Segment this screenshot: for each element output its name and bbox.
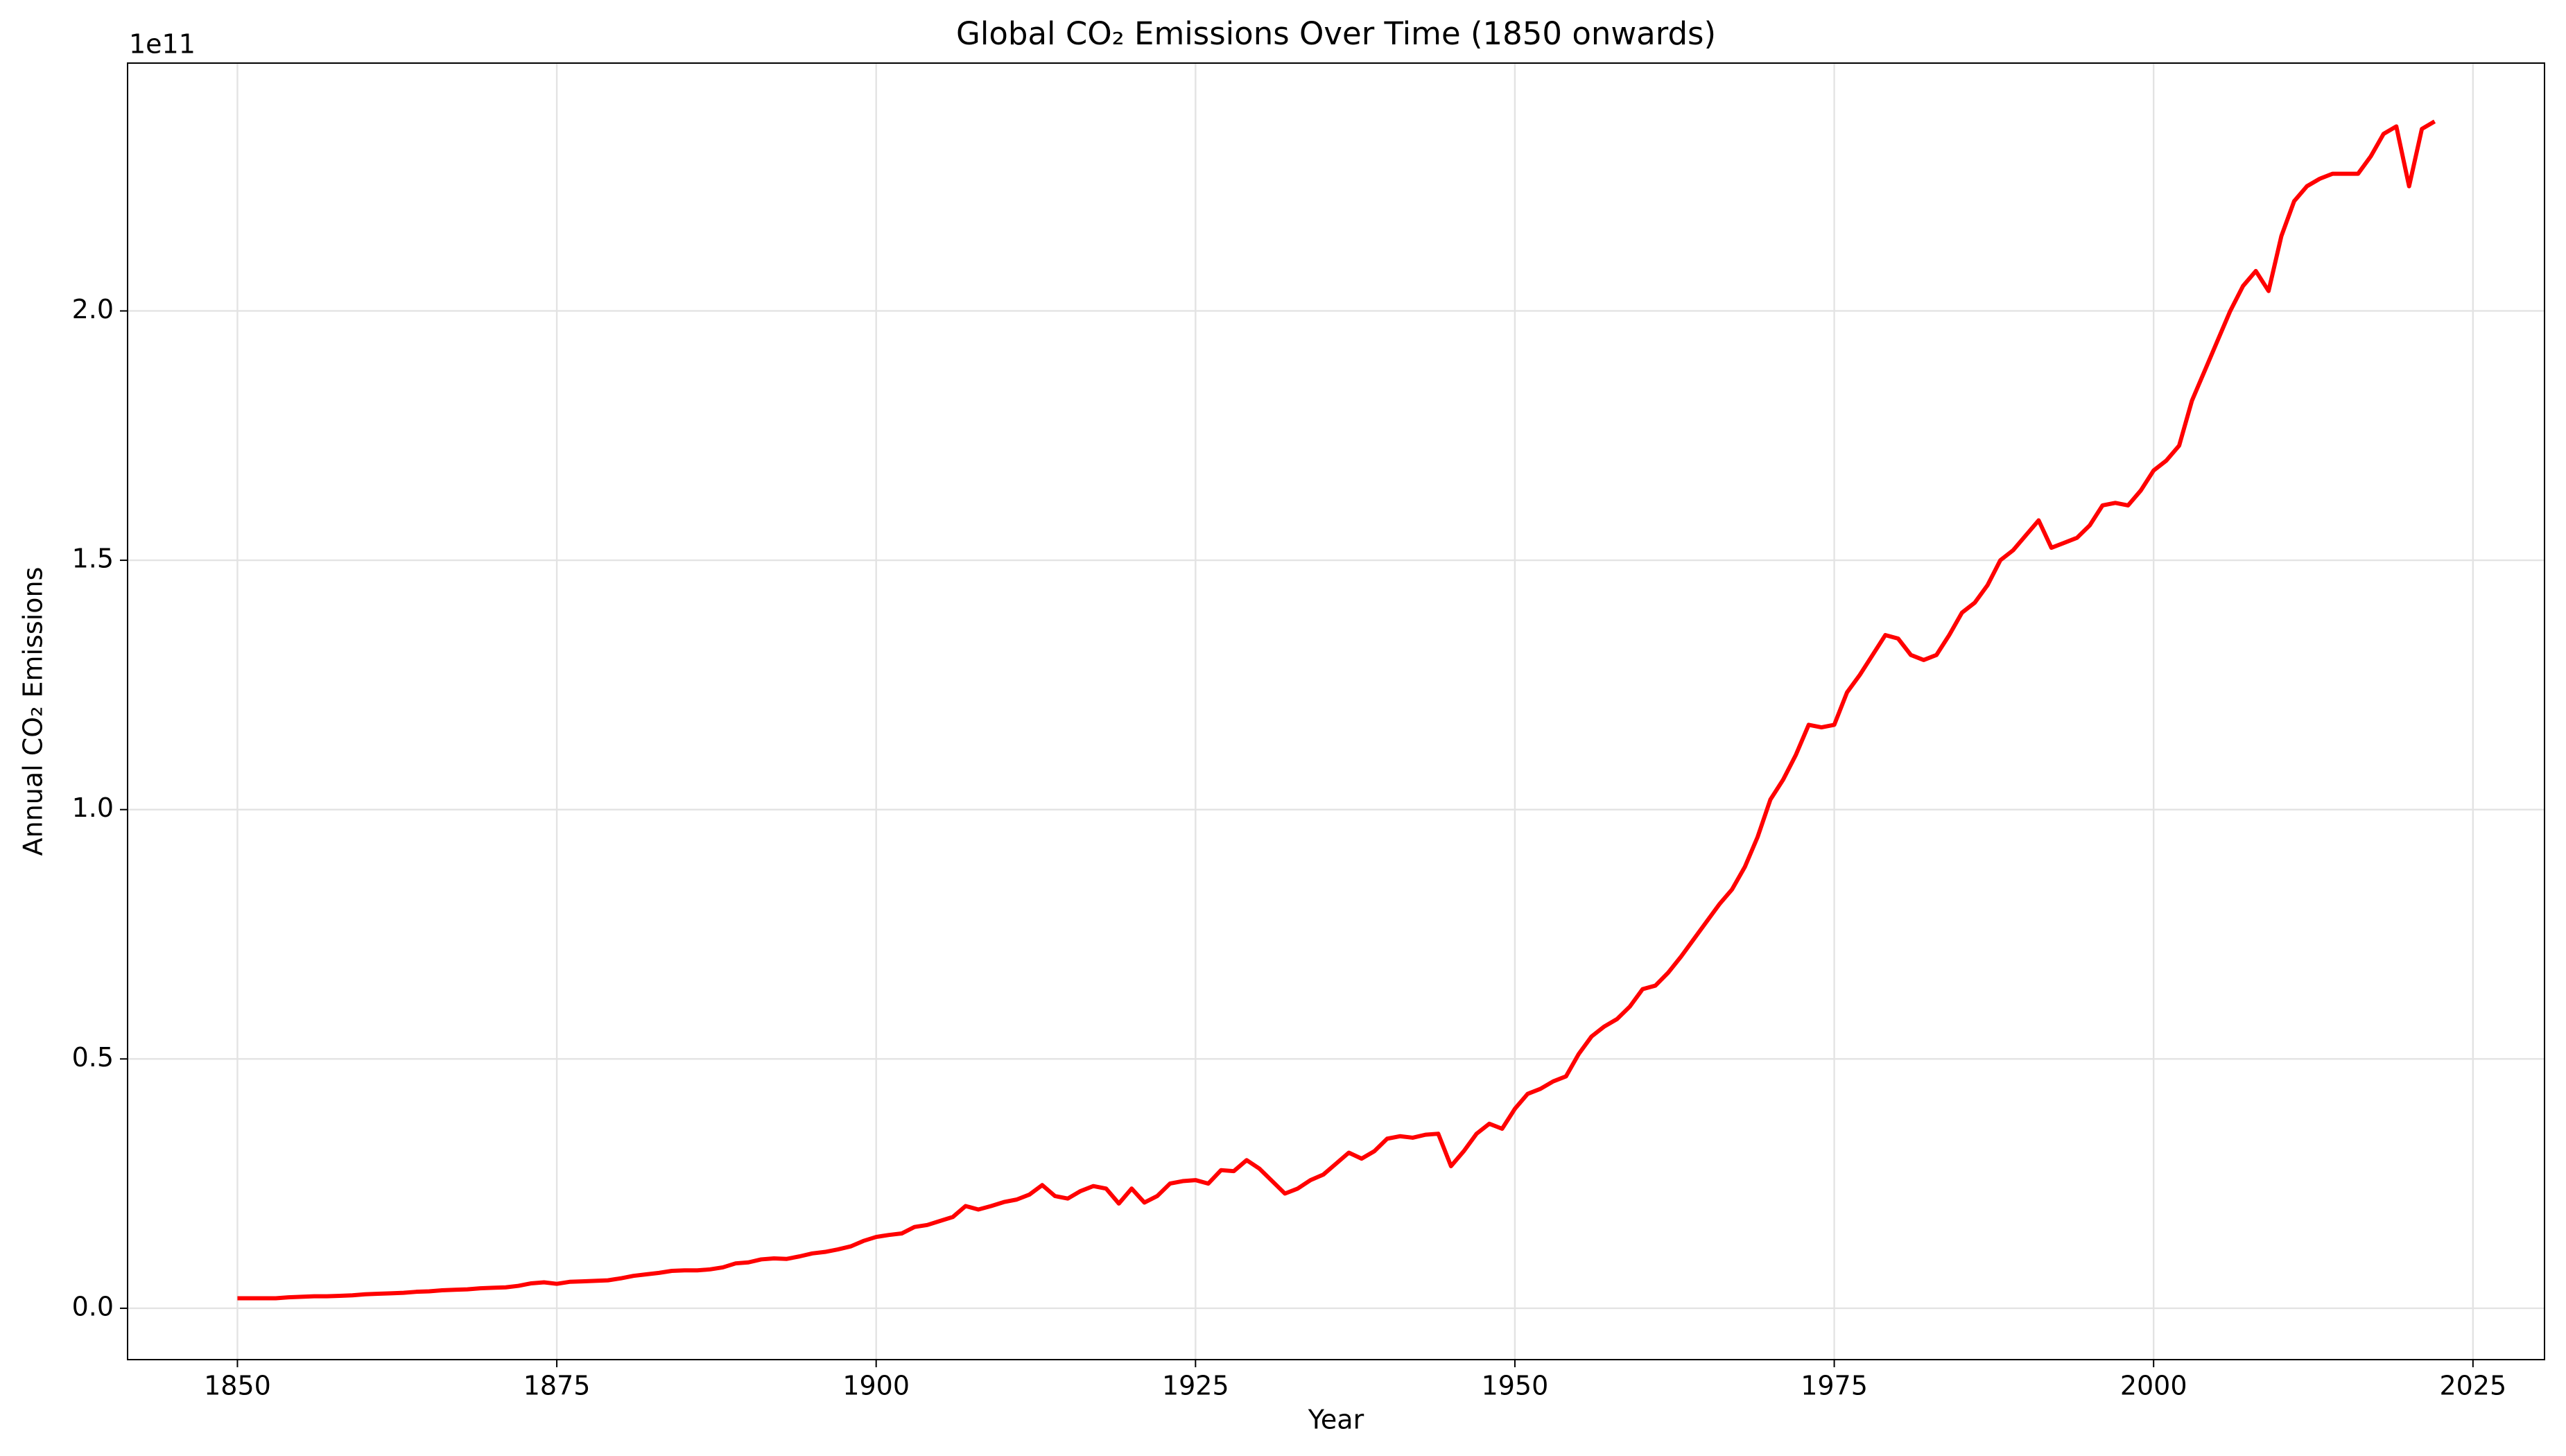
y-axis-label: Annual CO₂ Emissions (18, 567, 49, 856)
y-tick-label: 2.0 (72, 294, 114, 324)
chart-title: Global CO₂ Emissions Over Time (1850 onw… (956, 15, 1716, 52)
x-tick-label: 1900 (842, 1371, 910, 1401)
x-tick-label: 1875 (523, 1371, 591, 1401)
x-tick-label: 1975 (1801, 1371, 1868, 1401)
y-tick-label: 0.0 (72, 1291, 114, 1321)
x-tick-label: 1850 (204, 1371, 271, 1401)
y-tick-label: 1.0 (72, 792, 114, 823)
x-tick-label: 2000 (2120, 1371, 2187, 1401)
x-axis-label: Year (1308, 1405, 1364, 1435)
x-tick-label: 2025 (2439, 1371, 2506, 1401)
y-tick-label: 1.5 (72, 544, 114, 574)
data-line (237, 119, 2436, 1301)
plot-frame (127, 62, 2545, 1360)
y-offset-label: 1e11 (129, 29, 196, 60)
x-tick-label: 1925 (1162, 1371, 1229, 1401)
x-tick-label: 1950 (1482, 1371, 1549, 1401)
y-tick-label: 0.5 (72, 1042, 114, 1073)
